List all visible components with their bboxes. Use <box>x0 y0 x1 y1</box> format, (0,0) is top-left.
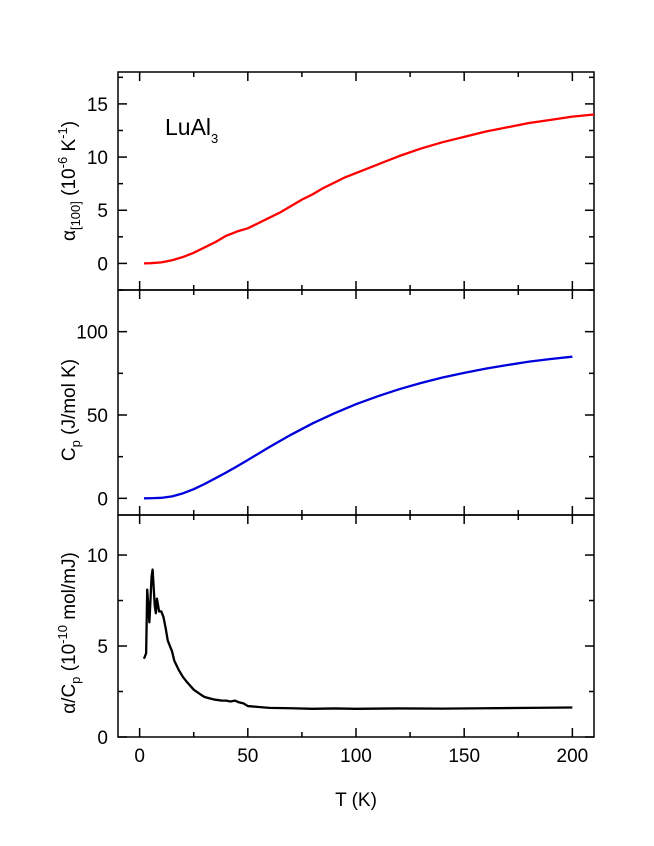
cp-series-line <box>143 355 573 500</box>
panel-3-ticks: 0 5 10 <box>87 515 594 749</box>
x-tick-label: 0 <box>134 746 145 767</box>
panel-2-y-axis-label: Cp (J/mol K) <box>59 359 83 461</box>
x-axis-label: T (K) <box>335 790 377 811</box>
x-axis-ticks: 0 50 100 150 200 <box>134 746 588 767</box>
sample-annotation: LuAl3 <box>165 114 218 146</box>
panel-1-y-axis-label: α[100] (10-6 K-1) <box>55 121 83 241</box>
x-tick-label: 150 <box>448 746 480 767</box>
panel-1-frame <box>117 71 595 291</box>
y-tick-label: 100 <box>76 323 108 344</box>
panel-2-frame <box>117 289 595 516</box>
y-tick-label: 5 <box>97 637 108 658</box>
y-tick-label: 0 <box>97 489 108 510</box>
panel-1-ticks: 0 5 10 15 <box>87 72 594 291</box>
y-tick-label: 0 <box>97 728 108 749</box>
alpha-over-cp-series-line <box>142 568 573 710</box>
x-tick-label: 50 <box>237 746 258 767</box>
alpha-series-line <box>143 113 595 265</box>
y-tick-label: 10 <box>87 148 108 169</box>
y-tick-label: 5 <box>97 201 108 222</box>
panel-3-y-axis-label: α/Cp (10-10 mol/mJ) <box>55 552 83 714</box>
panel-3-frame <box>117 514 595 738</box>
y-tick-label: 50 <box>87 406 108 427</box>
x-tick-label: 200 <box>557 746 589 767</box>
y-tick-label: 0 <box>97 254 108 275</box>
panel-2-ticks: 0 50 100 <box>76 289 594 515</box>
y-tick-label: 15 <box>87 95 108 116</box>
y-tick-label: 10 <box>87 546 108 567</box>
x-tick-label: 100 <box>340 746 372 767</box>
